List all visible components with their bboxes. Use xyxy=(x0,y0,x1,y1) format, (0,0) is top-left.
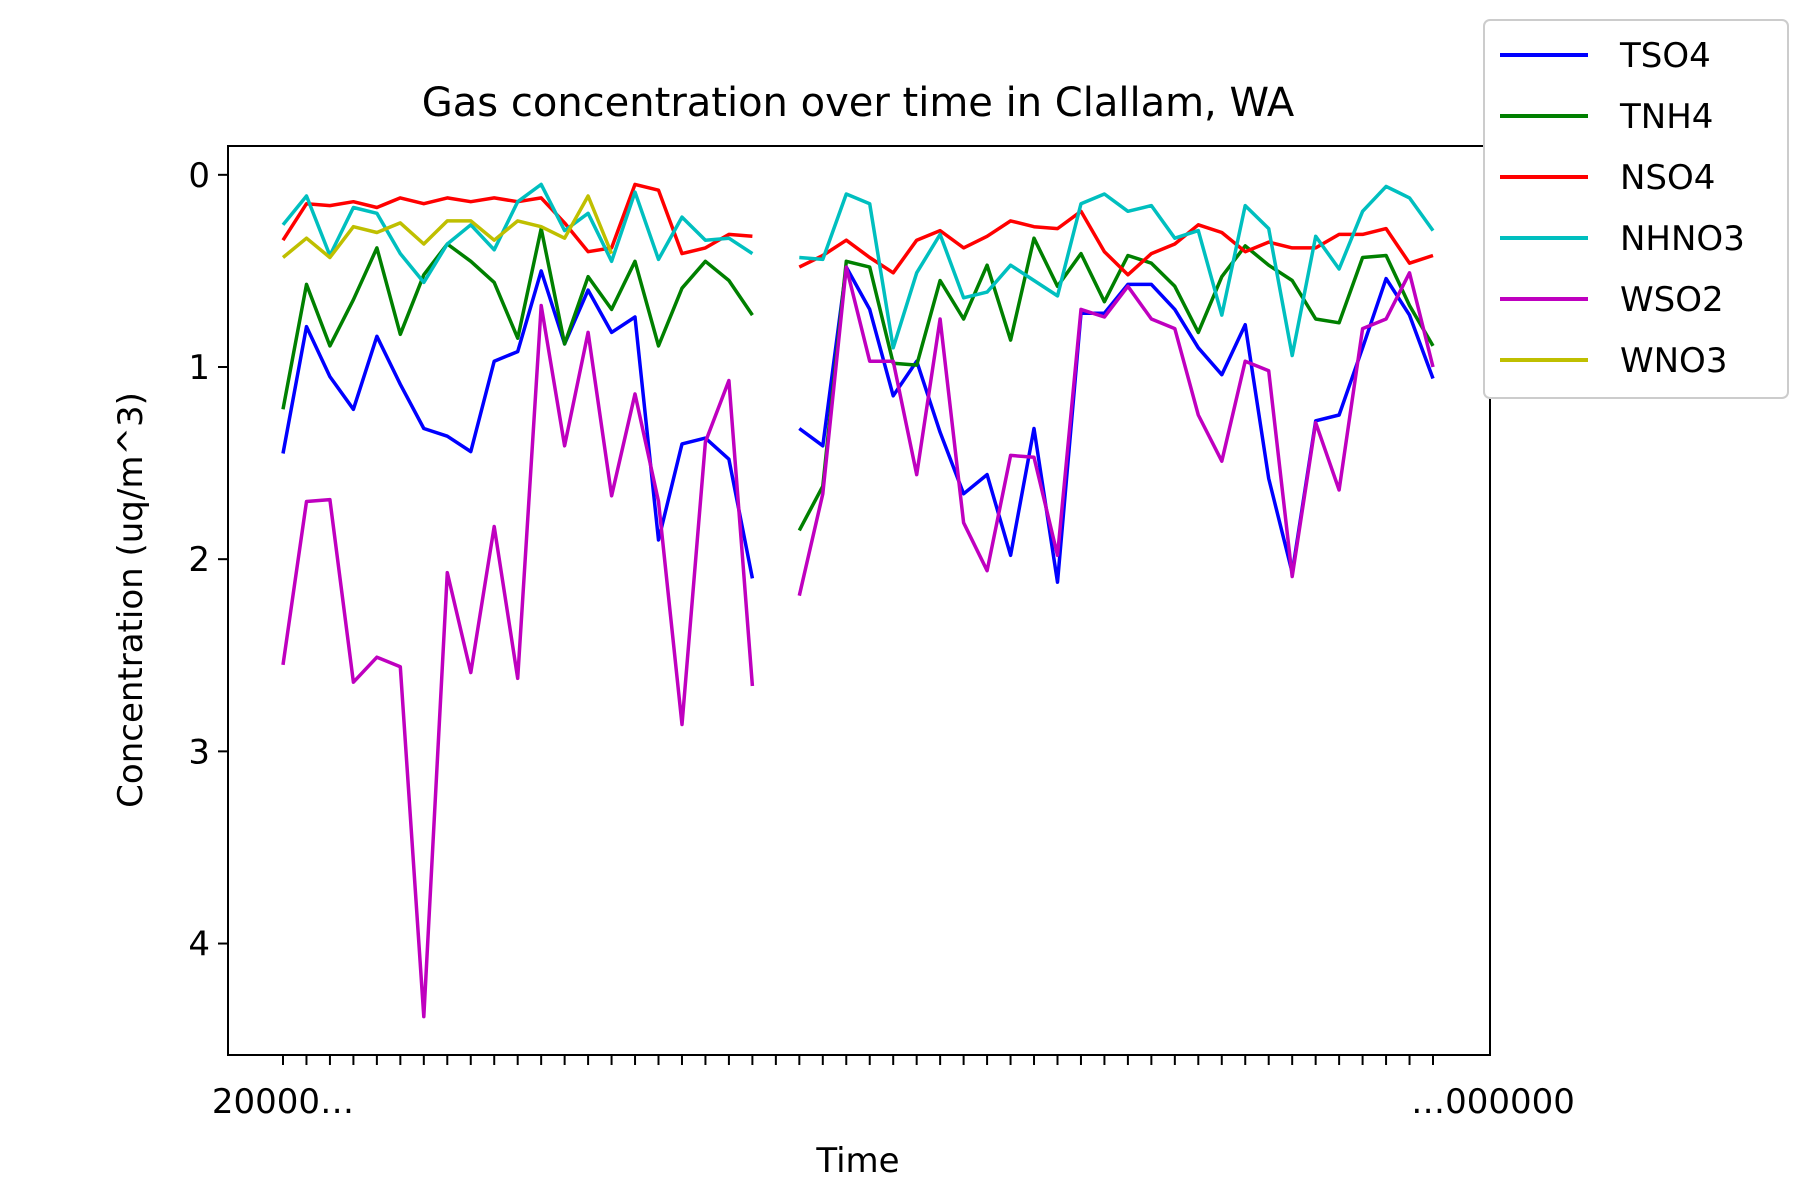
legend-item: NHNO3 xyxy=(1500,219,1745,259)
series-line-wso2 xyxy=(281,265,1435,1019)
legend-item: WSO2 xyxy=(1500,280,1724,320)
y-axis-label: Concentration (uq/m^3) xyxy=(111,392,151,808)
legend-item: TSO4 xyxy=(1500,36,1711,76)
y-tick-label: 4 xyxy=(188,925,210,965)
legend-item: TNH4 xyxy=(1500,97,1713,137)
legend-label: NSO4 xyxy=(1620,158,1715,198)
legend-label: TNH4 xyxy=(1619,97,1713,137)
y-tick-label: 2 xyxy=(188,540,210,580)
plot-area xyxy=(227,145,1491,1056)
x-tick-label: 20000… xyxy=(212,1082,354,1122)
y-tick-label: 3 xyxy=(188,732,210,772)
y-tick-label: 1 xyxy=(188,348,210,388)
legend: TSO4 TNH4 NSO4 NHNO3 WSO2 WNO3 xyxy=(1483,19,1789,399)
legend-item: NSO4 xyxy=(1500,158,1715,198)
x-tick-label: …000000 xyxy=(1411,1082,1575,1122)
x-axis-label: Time xyxy=(815,1141,899,1181)
y-axis: 0 1 2 3 4 xyxy=(188,156,228,965)
legend-label: NHNO3 xyxy=(1620,219,1745,259)
series-group xyxy=(281,182,1435,1019)
y-tick-label: 0 xyxy=(188,156,210,196)
legend-label: WNO3 xyxy=(1620,341,1727,381)
legend-label: TSO4 xyxy=(1619,36,1711,76)
series-line-tnh4 xyxy=(281,226,1435,532)
legend-label: WSO2 xyxy=(1620,280,1724,320)
series-line-nhno3 xyxy=(281,182,1435,358)
series-line-wno3 xyxy=(281,194,614,260)
legend-item: WNO3 xyxy=(1500,341,1727,381)
x-axis: 20000… …000000 xyxy=(212,1055,1575,1122)
chart-title: Gas concentration over time in Clallam, … xyxy=(422,80,1295,126)
